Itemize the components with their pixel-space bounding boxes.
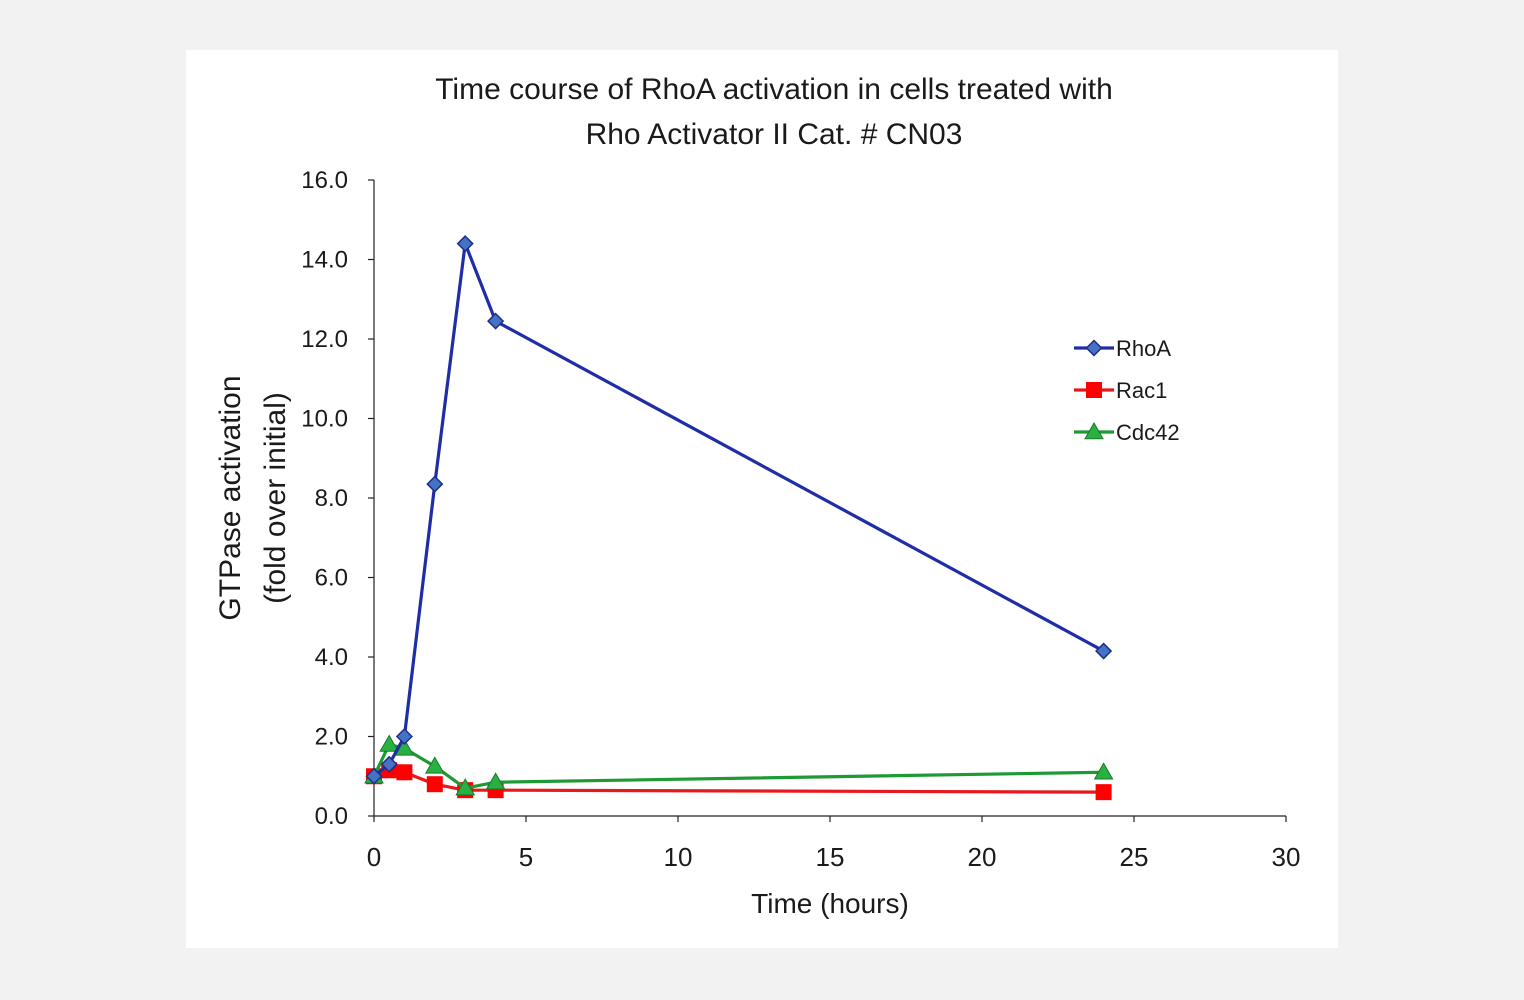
x-tick-label: 30: [1272, 842, 1301, 872]
series-cdc42: [364, 734, 1114, 796]
x-tick-label: 5: [519, 842, 533, 872]
y-axis-ticks: 0.0 2.0 4.0 6.0 8.0 10.0 12.0 14.0 16.0: [301, 167, 374, 830]
y-tick-label: 14.0: [301, 247, 348, 274]
legend-marker: [1085, 339, 1103, 357]
legend-item-rhoa: RhoA: [1074, 336, 1171, 361]
data-point-rhoa: [395, 727, 413, 746]
x-tick-label: 15: [816, 842, 845, 872]
chart-title-line: Time course of RhoA activation in cells …: [435, 73, 1113, 106]
data-point-rhoa: [456, 235, 474, 253]
plot-area: [364, 235, 1114, 801]
data-point-rhoa: [487, 312, 505, 330]
legend: RhoA Rac1 Cdc42: [1074, 336, 1180, 445]
data-point-rhoa: [365, 767, 383, 785]
x-tick-label: 10: [664, 842, 693, 872]
data-point-rhoa: [380, 755, 398, 773]
y-tick-label: 2.0: [315, 724, 348, 751]
y-tick-label: 8.0: [315, 485, 348, 512]
y-axis-label: GTPase activation (fold over initial): [214, 375, 292, 620]
data-point-rhoa: [1095, 642, 1113, 660]
data-point-cdc42: [455, 778, 476, 796]
y-tick-label: 12.0: [301, 326, 348, 353]
data-point-rhoa: [426, 475, 444, 493]
x-tick-label: 20: [968, 842, 997, 872]
y-tick-label: 0.0: [315, 803, 348, 830]
line-chart: Time course of RhoA activation in cells …: [214, 73, 1301, 919]
y-tick-label: 10.0: [301, 406, 348, 433]
data-point-cdc42: [424, 756, 445, 774]
axes: [373, 180, 1286, 817]
series-line-cdc42: [372, 742, 1104, 790]
y-tick-label: 4.0: [315, 644, 348, 671]
legend-item-rac1: Rac1: [1074, 378, 1167, 403]
y-axis-title-line: (fold over initial): [259, 392, 292, 604]
data-point-rac1: [1095, 784, 1112, 801]
data-point-cdc42: [1093, 762, 1114, 780]
legend-marker: [1084, 421, 1104, 440]
x-axis-label: Time (hours): [751, 888, 909, 919]
data-point-cdc42: [485, 772, 506, 790]
x-tick-label: 0: [367, 842, 381, 872]
legend-label: RhoA: [1116, 336, 1171, 361]
y-tick-label: 6.0: [315, 565, 348, 592]
legend-marker: [1086, 382, 1102, 398]
chart-title-line: Rho Activator II Cat. # CN03: [586, 118, 963, 151]
series-line-rhoa: [373, 242, 1105, 778]
y-axis-title: GTPase activation (fold over initial): [214, 375, 292, 620]
legend-label: Cdc42: [1116, 420, 1180, 445]
y-tick-label: 16.0: [301, 167, 348, 194]
data-point-rac1: [426, 776, 443, 793]
x-axis-ticks: 0 5 10 15 20 25 30: [367, 816, 1301, 872]
series-rac1: [366, 762, 1112, 801]
y-axis-title-line: GTPase activation: [214, 375, 247, 620]
x-tick-label: 25: [1120, 842, 1149, 872]
data-point-cdc42: [379, 734, 400, 752]
x-axis-title: Time (hours): [751, 888, 909, 919]
legend-label: Rac1: [1116, 378, 1167, 403]
legend-item-cdc42: Cdc42: [1074, 420, 1180, 445]
chart-panel: Time course of RhoA activation in cells …: [186, 50, 1338, 948]
data-point-rac1: [396, 764, 413, 781]
chart-title: Time course of RhoA activation in cells …: [435, 73, 1113, 151]
series-rhoa: [365, 235, 1113, 785]
